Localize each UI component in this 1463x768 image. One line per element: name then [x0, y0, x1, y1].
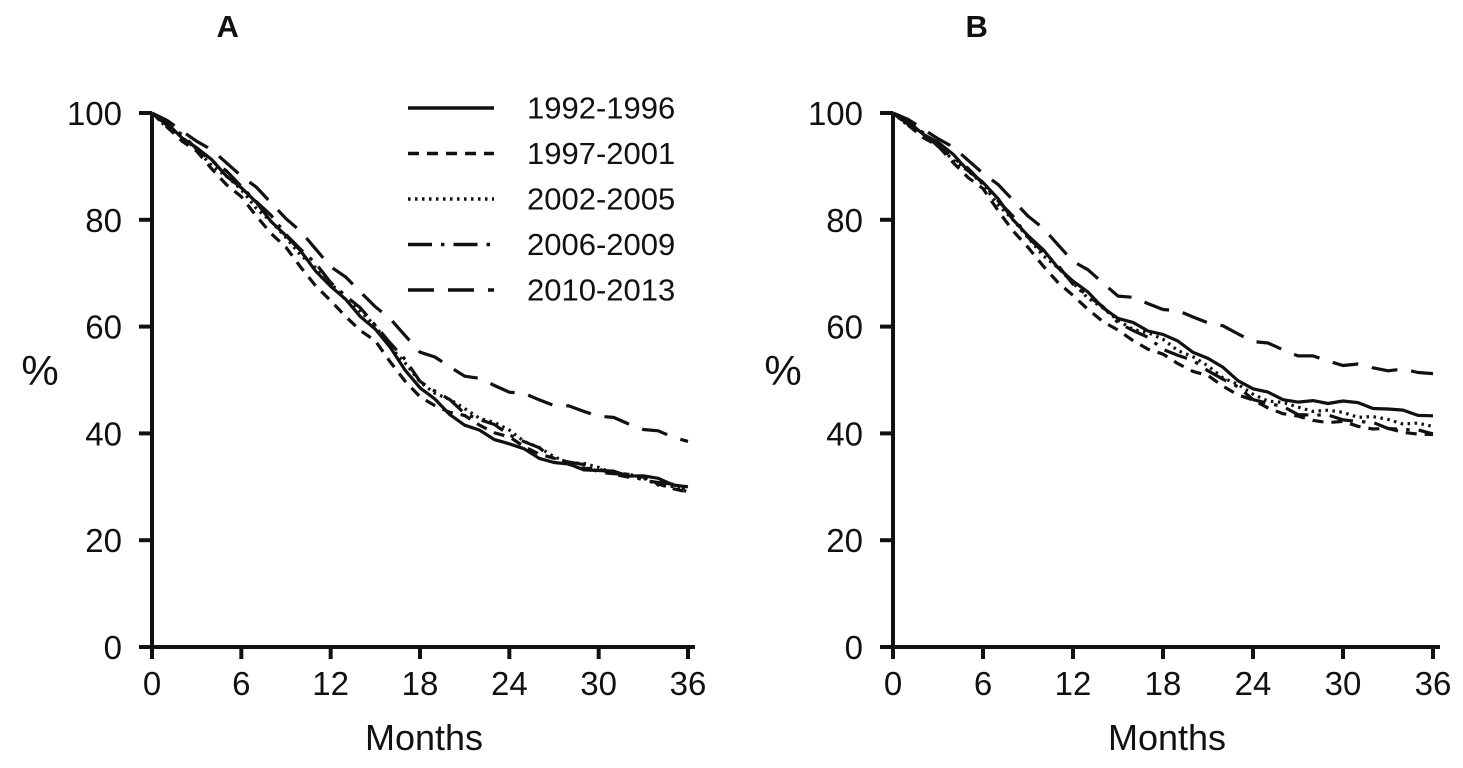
series-line-1997-2001-panel-a: [150, 111, 689, 494]
panel-a-x-tick-label-0: 0: [143, 665, 161, 702]
panel-a-x-tick-label-18: 18: [402, 665, 439, 702]
panel-b-x-tick-label-30: 30: [1325, 665, 1362, 702]
panel-b-y-tick-label-60: 60: [826, 309, 863, 346]
panel-b-x-axis-label: Months: [1107, 717, 1227, 758]
panel-b-x-tick-label-36: 36: [1415, 665, 1452, 702]
panel-b-title: B: [965, 9, 989, 44]
panel-b-y-tick-label-100: 100: [808, 95, 863, 132]
panel-a-x-axis-label: Months: [364, 717, 484, 758]
panel-a-y-axis-label: %: [21, 347, 59, 394]
panel-b-y-tick-label-80: 80: [826, 202, 863, 239]
legend-label-2006-2009: 2006-2009: [527, 227, 675, 262]
series-line-2006-2009-panel-a: [150, 111, 689, 492]
panel-a-x-tick-label-36: 36: [670, 665, 707, 702]
panel-a-title: A: [216, 9, 240, 44]
series-line-2010-2013-panel-b: [892, 111, 1434, 376]
panel-b-x-tick-label-24: 24: [1235, 665, 1272, 702]
legend-label-1992-1996: 1992-1996: [527, 91, 675, 126]
panel-b-x-tick-label-0: 0: [884, 665, 902, 702]
panel-b-x-tick-label-18: 18: [1145, 665, 1182, 702]
series-line-1992-1996-panel-a: [151, 111, 689, 489]
panel-b-y-axis-label: %: [764, 347, 802, 394]
series-line-1992-1996-panel-b: [892, 111, 1434, 418]
panel-a-y-tick-label-80: 80: [85, 202, 122, 239]
series-line-2010-2013-panel-a: [151, 111, 689, 443]
series-line-2002-2005-panel-a: [150, 111, 689, 494]
series-line-2002-2005-panel-b: [891, 111, 1434, 429]
legend-label-2010-2013: 2010-2013: [527, 273, 675, 308]
legend-label-1997-2001: 1997-2001: [527, 136, 675, 171]
panel-a-y-tick-label-20: 20: [85, 522, 122, 559]
panel-a-y-tick-label-0: 0: [104, 629, 122, 666]
panel-a-x-tick-label-6: 6: [232, 665, 250, 702]
series-line-1997-2001-panel-b: [892, 111, 1434, 437]
panel-a-x-tick-label-24: 24: [491, 665, 528, 702]
panel-b-y-tick-label-0: 0: [845, 629, 863, 666]
legend-label-2002-2005: 2002-2005: [527, 182, 675, 217]
panel-b-x-tick-label-12: 12: [1055, 665, 1092, 702]
panel-a-y-tick-label-60: 60: [85, 309, 122, 346]
panel-a-x-tick-label-30: 30: [580, 665, 617, 702]
panel-a-y-tick-label-100: 100: [67, 95, 122, 132]
series-line-2006-2009-panel-b: [892, 111, 1434, 436]
panel-b-y-tick-label-40: 40: [826, 415, 863, 452]
panel-a-y-tick-label-40: 40: [85, 415, 122, 452]
panel-b-y-tick-label-20: 20: [826, 522, 863, 559]
panel-a-x-tick-label-12: 12: [312, 665, 349, 702]
panel-b-x-tick-label-6: 6: [974, 665, 992, 702]
